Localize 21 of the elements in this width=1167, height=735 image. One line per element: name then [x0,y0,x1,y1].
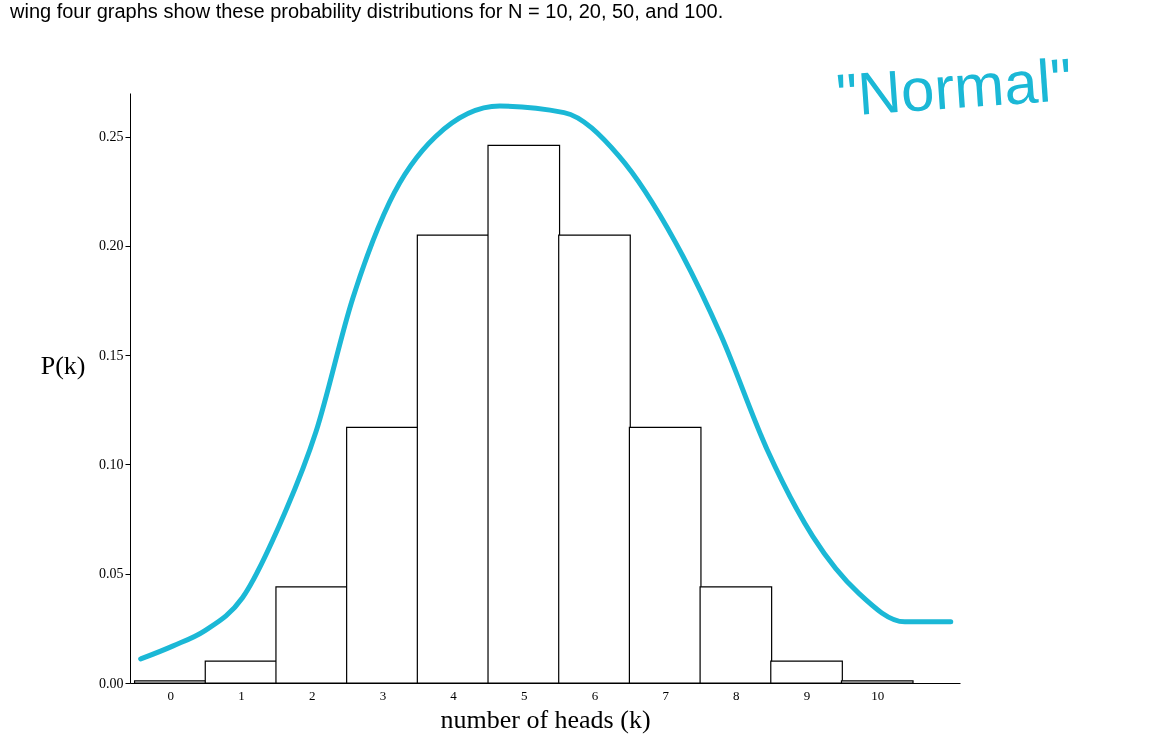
y-tick-label: 0.00 [99,675,124,691]
x-tick-label: 1 [238,687,245,703]
y-tick-label: 0.05 [99,566,124,582]
y-tick-label: 0.10 [99,456,124,472]
x-tick-label: 3 [379,687,387,703]
x-tick-label: 5 [521,687,528,703]
x-tick-label: 9 [803,687,811,703]
y-tick-label: 0.15 [99,347,124,363]
x-tick-label: 8 [733,687,740,703]
annotation: "Normal" [834,46,1075,130]
y-tick-label: 0.20 [99,238,124,254]
x-tick-label: 10 [871,687,885,703]
x-axis-title: number of heads (k) [440,704,651,734]
y-tick-label: 0.25 [99,129,124,145]
chart-title: wing four graphs show these probability distributions for N = 10, 20, 50, and 100. [9,0,724,22]
x-tick-label: 4 [450,687,458,703]
x-tick-label: 0 [167,687,175,703]
x-tick-label: 2 [308,687,316,703]
x-tick-label: 7 [662,687,670,703]
y-axis-title: P(k) [40,350,86,380]
x-tick-label: 6 [591,687,599,703]
